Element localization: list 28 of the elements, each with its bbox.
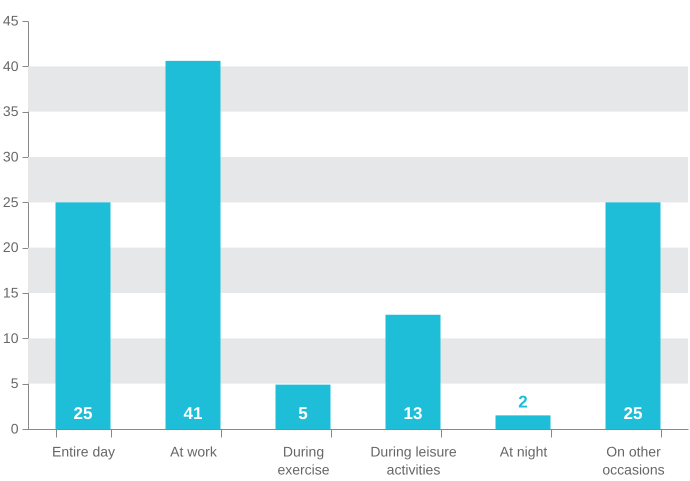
y-tick-label: 40	[2, 58, 19, 74]
y-tick-label: 30	[2, 148, 19, 164]
x-tick-label: During leisure activities	[370, 444, 457, 478]
y-tick-label: 10	[2, 330, 19, 346]
bar	[276, 384, 330, 429]
data-label: 25	[74, 404, 92, 423]
bar	[56, 202, 110, 429]
y-tick-label: 45	[2, 12, 19, 28]
bar	[606, 202, 660, 429]
data-label: 41	[184, 404, 202, 423]
y-tick-label: 20	[2, 239, 19, 256]
data-label: 13	[404, 404, 422, 423]
bar	[496, 415, 550, 429]
y-tick-label: 15	[2, 284, 19, 300]
x-tick-label: Entire day	[52, 444, 116, 460]
data-label: 2	[518, 392, 528, 412]
y-tick-label: 25	[2, 194, 19, 210]
y-tick-label: 5	[10, 375, 19, 392]
bar	[166, 60, 220, 429]
x-tick-label: At work	[170, 444, 218, 460]
y-tick-label: 35	[2, 103, 19, 120]
x-tick-label: On other occasions	[602, 444, 665, 478]
bar	[386, 314, 440, 429]
y-tick-label: 0	[10, 420, 19, 436]
data-label: 25	[624, 404, 642, 423]
data-label: 5	[298, 404, 308, 423]
x-tick-label: At night	[500, 444, 548, 460]
x-tick-label: During exercise	[277, 444, 330, 478]
